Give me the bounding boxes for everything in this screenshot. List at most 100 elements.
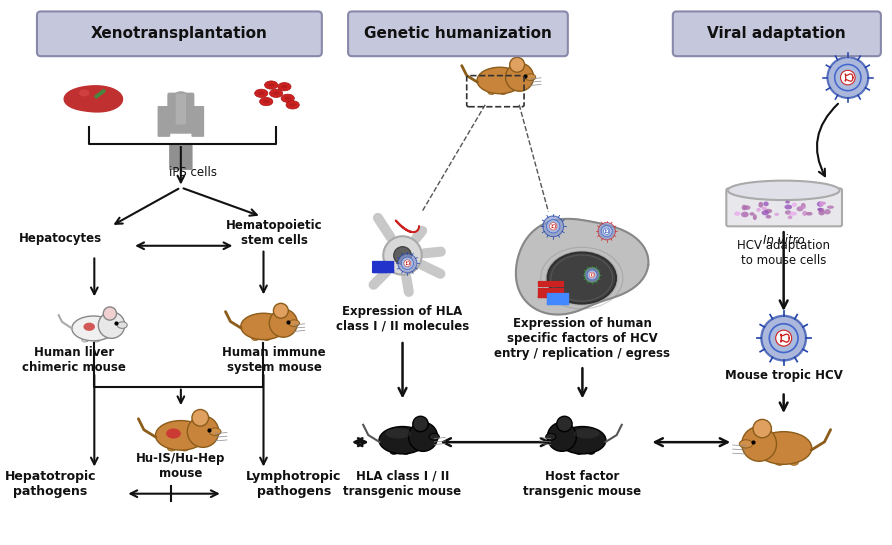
Ellipse shape <box>818 210 825 215</box>
Ellipse shape <box>827 205 834 209</box>
Text: Expression of HLA
class I / II molecules: Expression of HLA class I / II molecules <box>336 305 469 332</box>
Ellipse shape <box>774 213 779 216</box>
FancyBboxPatch shape <box>176 94 186 124</box>
Text: In vitro: In vitro <box>763 234 805 247</box>
Ellipse shape <box>79 89 89 96</box>
Ellipse shape <box>525 74 536 81</box>
FancyArrowPatch shape <box>378 218 391 237</box>
Ellipse shape <box>260 98 273 106</box>
Circle shape <box>547 220 560 233</box>
FancyArrowPatch shape <box>425 252 441 253</box>
Ellipse shape <box>118 322 128 329</box>
Ellipse shape <box>797 207 803 211</box>
Ellipse shape <box>273 92 279 95</box>
Ellipse shape <box>819 202 823 207</box>
Ellipse shape <box>429 433 440 440</box>
Circle shape <box>828 57 868 98</box>
Ellipse shape <box>764 209 772 213</box>
Circle shape <box>548 422 576 451</box>
Ellipse shape <box>268 83 275 87</box>
FancyArrowPatch shape <box>374 271 387 285</box>
Text: Host factor
transgenic mouse: Host factor transgenic mouse <box>524 470 641 498</box>
Ellipse shape <box>277 83 291 91</box>
Text: HLA class I / II
transgenic mouse: HLA class I / II transgenic mouse <box>343 470 461 498</box>
Circle shape <box>384 236 422 275</box>
FancyBboxPatch shape <box>673 11 881 56</box>
Circle shape <box>840 70 855 85</box>
Ellipse shape <box>820 202 826 205</box>
Circle shape <box>269 309 297 337</box>
Circle shape <box>192 409 209 426</box>
Text: iPS cells: iPS cells <box>169 166 217 179</box>
Ellipse shape <box>379 427 426 454</box>
Circle shape <box>274 304 288 318</box>
Ellipse shape <box>286 101 300 109</box>
Ellipse shape <box>263 336 270 341</box>
Circle shape <box>98 312 125 338</box>
Ellipse shape <box>792 202 797 207</box>
Text: Hepatocytes: Hepatocytes <box>19 233 102 245</box>
Ellipse shape <box>817 208 822 211</box>
Circle shape <box>742 427 777 461</box>
Circle shape <box>103 307 117 320</box>
Ellipse shape <box>180 445 189 451</box>
Ellipse shape <box>84 323 95 331</box>
Ellipse shape <box>575 450 582 455</box>
FancyBboxPatch shape <box>37 11 322 56</box>
Ellipse shape <box>788 215 792 219</box>
Ellipse shape <box>741 205 747 210</box>
Text: Xenotransplantation: Xenotransplantation <box>91 26 268 41</box>
Ellipse shape <box>265 81 277 89</box>
Circle shape <box>604 228 610 234</box>
Circle shape <box>509 57 524 72</box>
Ellipse shape <box>500 89 507 94</box>
Circle shape <box>753 420 772 438</box>
Text: Genetic humanization: Genetic humanization <box>364 26 552 41</box>
Ellipse shape <box>263 100 269 103</box>
Ellipse shape <box>817 202 823 207</box>
Ellipse shape <box>587 450 595 455</box>
Ellipse shape <box>818 208 824 212</box>
Ellipse shape <box>743 206 748 209</box>
Ellipse shape <box>800 205 805 209</box>
FancyArrowPatch shape <box>417 231 422 238</box>
Ellipse shape <box>824 209 830 214</box>
Ellipse shape <box>741 211 748 217</box>
Polygon shape <box>516 219 648 314</box>
Ellipse shape <box>789 459 798 465</box>
Ellipse shape <box>477 67 523 94</box>
Ellipse shape <box>756 208 761 212</box>
Ellipse shape <box>72 316 115 341</box>
Ellipse shape <box>789 211 797 216</box>
Ellipse shape <box>739 440 753 448</box>
FancyBboxPatch shape <box>348 11 568 56</box>
Circle shape <box>776 330 791 346</box>
Ellipse shape <box>559 427 606 454</box>
Ellipse shape <box>801 203 805 208</box>
Ellipse shape <box>765 215 772 219</box>
Text: Human immune
system mouse: Human immune system mouse <box>222 346 326 373</box>
Ellipse shape <box>762 210 769 215</box>
Ellipse shape <box>385 428 411 439</box>
Text: Expression of human
specific factors of HCV
entry / replication / egress: Expression of human specific factors of … <box>494 317 671 360</box>
Ellipse shape <box>762 207 767 210</box>
Ellipse shape <box>281 94 294 102</box>
Circle shape <box>171 91 191 111</box>
Ellipse shape <box>289 103 296 106</box>
Ellipse shape <box>764 202 769 206</box>
Text: Viral adaptation: Viral adaptation <box>707 26 847 41</box>
Text: Hematopoietic
stem cells: Hematopoietic stem cells <box>226 219 323 247</box>
Ellipse shape <box>488 89 495 94</box>
Circle shape <box>835 64 861 90</box>
Circle shape <box>543 216 564 237</box>
Circle shape <box>590 272 595 277</box>
Ellipse shape <box>546 433 556 440</box>
Text: Mouse tropic HCV: Mouse tropic HCV <box>724 368 843 381</box>
Ellipse shape <box>166 428 181 439</box>
Ellipse shape <box>289 320 300 326</box>
Ellipse shape <box>548 252 616 304</box>
Ellipse shape <box>574 428 599 439</box>
Ellipse shape <box>241 313 286 340</box>
Ellipse shape <box>726 201 841 213</box>
Circle shape <box>769 324 798 353</box>
